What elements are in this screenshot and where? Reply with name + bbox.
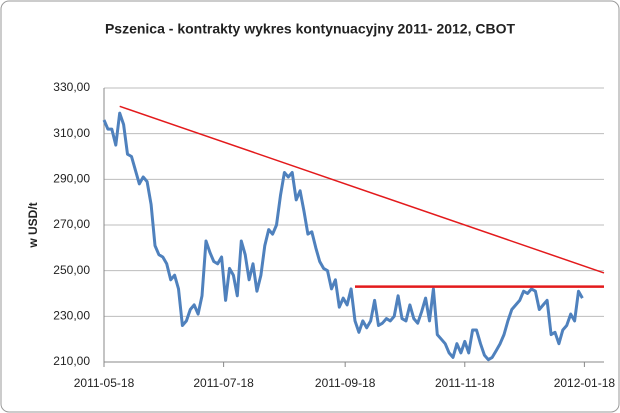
y-tick-label: 310,00 (53, 126, 90, 140)
y-tick-label: 270,00 (53, 217, 90, 231)
x-tick-label: 2011-05-18 (74, 376, 135, 390)
x-tick-label: 2011-11-18 (435, 376, 495, 390)
y-tick-label: 210,00 (53, 354, 90, 368)
y-tick-label: 290,00 (53, 172, 90, 186)
y-tick-label: 230,00 (53, 309, 90, 323)
y-tick-label: 250,00 (53, 263, 90, 277)
x-tick-label: 2012-01-18 (554, 376, 616, 390)
x-tick-label: 2011-09-18 (315, 376, 376, 390)
data-line (102, 111, 584, 362)
x-tick-label: 2011-07-18 (193, 376, 254, 390)
chart-title: Pszenica - kontrakty wykres kontynuacyjn… (105, 21, 516, 37)
y-tick-label: 330,00 (53, 80, 90, 94)
trend-line (119, 105, 605, 274)
y-axis-title: w USD/t (26, 202, 40, 248)
